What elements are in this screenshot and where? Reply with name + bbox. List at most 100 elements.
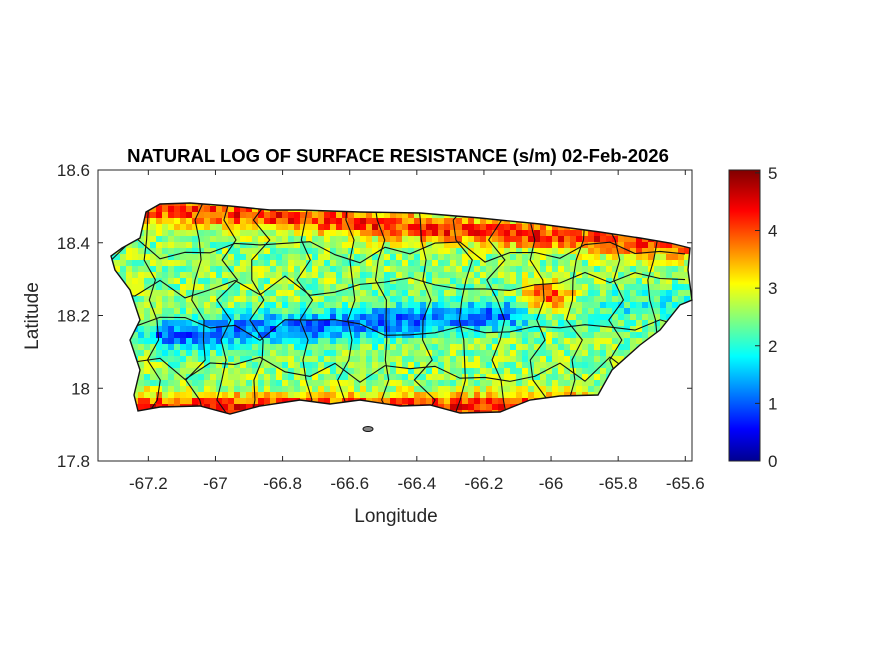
field-cell bbox=[510, 380, 516, 386]
field-cell bbox=[186, 344, 192, 350]
field-cell bbox=[618, 236, 624, 242]
field-cell bbox=[504, 404, 510, 410]
field-cell bbox=[612, 338, 618, 344]
field-cell bbox=[210, 338, 216, 344]
field-cell bbox=[564, 326, 570, 332]
field-cell bbox=[384, 326, 390, 332]
field-cell bbox=[156, 212, 162, 218]
field-cell bbox=[486, 278, 492, 284]
field-cell bbox=[414, 302, 420, 308]
field-cell bbox=[204, 260, 210, 266]
field-cell bbox=[420, 380, 426, 386]
field-cell bbox=[258, 308, 264, 314]
field-cell bbox=[534, 230, 540, 236]
field-cell bbox=[288, 386, 294, 392]
field-cell bbox=[390, 284, 396, 290]
field-cell bbox=[522, 320, 528, 326]
field-cell bbox=[144, 242, 150, 248]
field-cell bbox=[510, 338, 516, 344]
field-cell bbox=[198, 296, 204, 302]
field-cell bbox=[228, 404, 234, 410]
field-cell bbox=[168, 236, 174, 242]
field-cell bbox=[504, 338, 510, 344]
field-cell bbox=[408, 266, 414, 272]
field-cell bbox=[456, 338, 462, 344]
field-cell bbox=[504, 290, 510, 296]
field-cell bbox=[480, 248, 486, 254]
municipal-boundary bbox=[111, 316, 686, 342]
field-cell bbox=[240, 248, 246, 254]
field-cell bbox=[450, 296, 456, 302]
field-cell bbox=[402, 356, 408, 362]
field-cell bbox=[558, 314, 564, 320]
field-cell bbox=[438, 272, 444, 278]
field-cell bbox=[612, 260, 618, 266]
field-cell bbox=[462, 410, 468, 414]
field-cell bbox=[378, 236, 384, 242]
field-cell bbox=[186, 290, 192, 296]
field-cell bbox=[600, 296, 606, 302]
field-cell bbox=[600, 368, 606, 374]
field-cell bbox=[480, 326, 486, 332]
field-cell bbox=[414, 362, 420, 368]
field-cell bbox=[588, 344, 594, 350]
field-cell bbox=[174, 344, 180, 350]
field-cell bbox=[246, 284, 252, 290]
field-cell bbox=[438, 248, 444, 254]
field-cell bbox=[504, 332, 510, 338]
field-cell bbox=[546, 362, 552, 368]
field-cell bbox=[516, 260, 522, 266]
field-cell bbox=[234, 308, 240, 314]
field-cell bbox=[516, 344, 522, 350]
field-cell bbox=[558, 278, 564, 284]
field-cell bbox=[552, 302, 558, 308]
field-cell bbox=[174, 248, 180, 254]
field-cell bbox=[642, 260, 648, 266]
municipal-boundary bbox=[295, 203, 314, 414]
field-cell bbox=[294, 368, 300, 374]
field-cell bbox=[216, 404, 222, 410]
field-cell bbox=[180, 380, 186, 386]
field-cell bbox=[252, 332, 258, 338]
field-cell bbox=[222, 296, 228, 302]
field-cell bbox=[660, 308, 666, 314]
field-cell bbox=[174, 206, 180, 212]
field-cell bbox=[378, 392, 384, 398]
field-cell bbox=[636, 332, 642, 338]
field-cell bbox=[510, 284, 516, 290]
field-cell bbox=[288, 290, 294, 296]
field-cell bbox=[426, 326, 432, 332]
field-cell bbox=[270, 338, 276, 344]
field-cell bbox=[162, 308, 168, 314]
field-cell bbox=[534, 338, 540, 344]
field-cell bbox=[174, 302, 180, 308]
field-cell bbox=[546, 356, 552, 362]
field-cell bbox=[468, 410, 474, 414]
field-cell bbox=[186, 248, 192, 254]
field-cell bbox=[486, 398, 492, 404]
field-cell bbox=[198, 236, 204, 242]
field-cell bbox=[408, 320, 414, 326]
field-cell bbox=[294, 302, 300, 308]
field-cell bbox=[234, 260, 240, 266]
field-cell bbox=[132, 284, 138, 290]
field-cell bbox=[450, 290, 456, 296]
field-cell bbox=[576, 368, 582, 374]
field-cell bbox=[564, 266, 570, 272]
field-cell bbox=[660, 296, 666, 302]
field-cell bbox=[384, 248, 390, 254]
field-cell bbox=[552, 290, 558, 296]
field-cell bbox=[354, 386, 360, 392]
field-cell bbox=[264, 212, 270, 218]
field-cell bbox=[660, 290, 666, 296]
field-cell bbox=[306, 248, 312, 254]
field-cell bbox=[498, 386, 504, 392]
field-cell bbox=[660, 242, 666, 248]
field-cell bbox=[510, 290, 516, 296]
field-cell bbox=[630, 260, 636, 266]
field-cell bbox=[246, 386, 252, 392]
field-cell bbox=[468, 362, 474, 368]
field-cell bbox=[576, 260, 582, 266]
field-cell bbox=[276, 326, 282, 332]
field-cell bbox=[156, 248, 162, 254]
